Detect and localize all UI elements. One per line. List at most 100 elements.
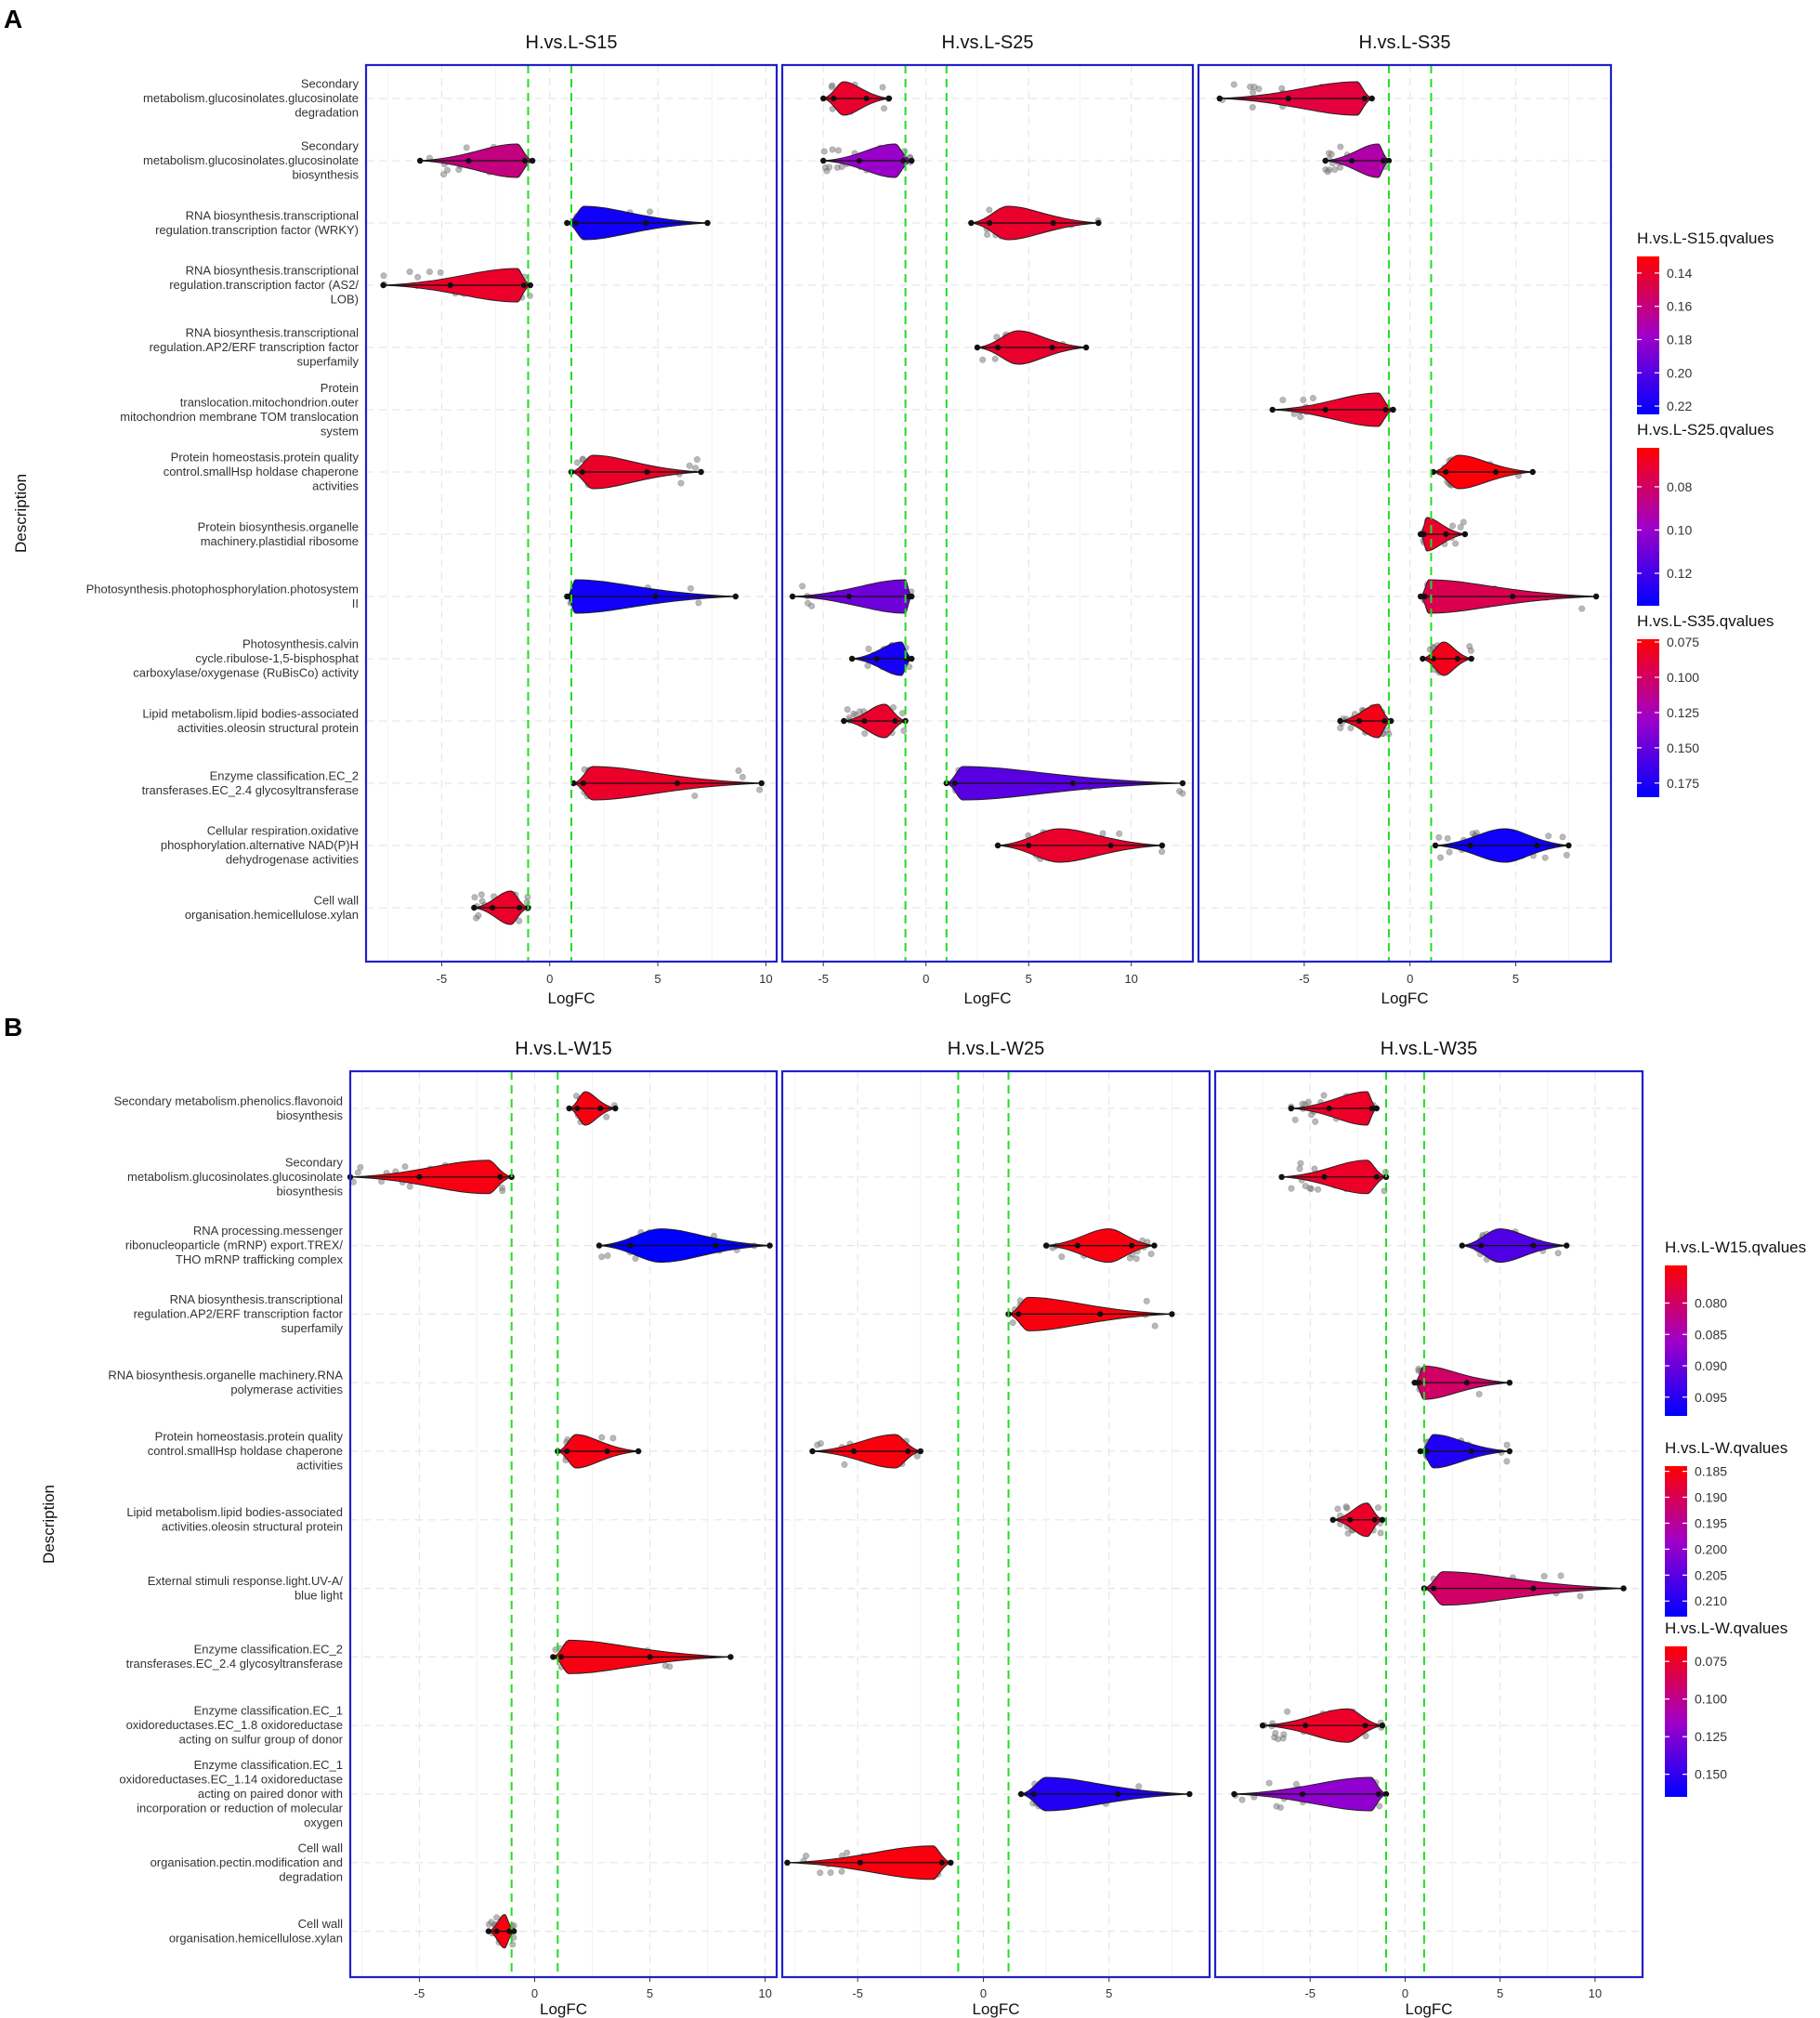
x-tick-label: 10 (759, 972, 772, 986)
x-tick-label: -5 (414, 1986, 426, 2000)
violin-point (851, 1448, 858, 1454)
category-label: Photosynthesis.calvin cycle.ribulose-1,5-… (133, 637, 359, 680)
facet-title: H.vs.L-W15 (515, 1039, 611, 1059)
jitter-point (499, 1187, 506, 1195)
jitter-point (598, 1434, 606, 1441)
jitter-point (1151, 1322, 1159, 1330)
category-label-line: oxidoreductases.EC_1.8 oxidoreductase (126, 1718, 343, 1732)
facet-H.vs.L-S15: H.vs.L-S15 -5 0 5 10 LogFC (364, 33, 779, 1007)
violin-point (938, 1859, 945, 1866)
legend-title: H.vs.L-W.qvalues (1665, 1439, 1787, 1457)
x-axis-title: LogFC (547, 989, 595, 1007)
violin-point (900, 158, 907, 164)
jitter-point (687, 584, 694, 592)
jitter-point (406, 268, 413, 275)
jitter-point (1238, 1796, 1246, 1803)
violin-point (643, 220, 649, 226)
violin-point (1361, 96, 1368, 101)
legend-tick-label: 0.075 (1695, 1654, 1727, 1669)
jitter-point (1306, 1185, 1314, 1192)
legend-title: H.vs.L-S35.qvalues (1637, 612, 1774, 630)
violin-point (465, 158, 472, 164)
violin-point (1469, 1448, 1474, 1454)
category-label-line: Protein (321, 381, 359, 395)
violin-end-point (1169, 1311, 1175, 1317)
violin-end-point (527, 282, 533, 289)
jitter-point (1460, 518, 1467, 526)
violin-end-point (1269, 406, 1276, 413)
category-label-line: carboxylase/oxygenase (RuBisCo) activity (133, 666, 359, 680)
category-label-line: organisation.hemicellulose.xylan (185, 908, 359, 922)
x-axis-title: LogFC (1405, 2000, 1452, 2018)
jitter-point (693, 456, 701, 464)
jitter-point (1578, 605, 1586, 612)
x-axis-title: LogFC (1381, 989, 1428, 1007)
category-label-line: Enzyme classification.EC_1 (194, 1704, 343, 1718)
violin-point (845, 594, 852, 599)
x-tick-label: 10 (1589, 1986, 1602, 2000)
facet-border (1197, 63, 1613, 963)
violin-point (1322, 407, 1329, 413)
legend-tick-label: 0.195 (1695, 1515, 1727, 1530)
jitter-point (993, 334, 1001, 341)
violin-point (1530, 1585, 1537, 1592)
violin-end-point (841, 717, 847, 725)
category-label-line: Lipid metabolism.lipid bodies-associated (126, 1505, 343, 1519)
jitter-point (1337, 164, 1344, 171)
legend-tick-label: 0.100 (1695, 1692, 1727, 1707)
violin-point (1478, 1242, 1485, 1249)
violin-point (1467, 843, 1473, 848)
facet-title: H.vs.L-W35 (1381, 1039, 1477, 1059)
facet-title: H.vs.L-W25 (948, 1039, 1044, 1059)
violin-point (644, 469, 650, 475)
jitter-point (879, 84, 886, 91)
violin-end-point (1042, 1242, 1050, 1249)
category-label-line: metabolism.glucosinolates.glucosinolate (127, 1170, 343, 1184)
violin-end-point (1159, 842, 1166, 849)
category-label: RNA biosynthesis.transcriptional regulati… (155, 208, 359, 237)
category-label-line: control.smallHsp holdase chaperone (148, 1444, 343, 1458)
facet-H.vs.L-W35: H.vs.L-W35 -5 0 5 10 LogFC (1213, 1039, 1644, 2018)
violin-point (1303, 1723, 1309, 1729)
jitter-point (401, 1163, 409, 1171)
legend-colorbar (1637, 639, 1659, 797)
violin-point (1050, 220, 1056, 226)
category-label: RNA biosynthesis.transcriptional regulati… (150, 326, 360, 369)
violin-end-point (917, 1448, 924, 1455)
violin-point (873, 656, 880, 662)
violin-end-point (1278, 1173, 1285, 1181)
jitter-point (1503, 1441, 1511, 1448)
jitter-point (1147, 1251, 1155, 1258)
jitter-point (1279, 1735, 1287, 1742)
violin-point (1030, 1791, 1037, 1797)
category-label-line: II (352, 596, 359, 610)
violin-end-point (1382, 1790, 1390, 1798)
jitter-point (1452, 540, 1460, 547)
x-tick-label: 10 (758, 1986, 771, 2000)
jitter-point (986, 206, 993, 214)
x-axis-title: LogFC (963, 989, 1011, 1007)
violin-end-point (789, 593, 796, 600)
jitter-point (1315, 1186, 1322, 1193)
violin-end-point (1259, 1723, 1266, 1729)
jitter-point (677, 479, 685, 487)
violin-end-point (1095, 219, 1102, 227)
jitter-point (1288, 1185, 1295, 1192)
category-label-line: Photosynthesis.photophosphorylation.phot… (86, 582, 359, 596)
facet-border (364, 63, 779, 963)
jitter-point (493, 1914, 501, 1921)
category-label: RNA processing.messenger ribonucleopartic… (125, 1224, 344, 1266)
category-label-line: incorporation or reduction of molecular (137, 1802, 344, 1815)
violin-point (520, 282, 527, 288)
violin-end-point (1368, 95, 1375, 102)
category-label-line: Cell wall (314, 893, 360, 907)
jitter-point (829, 146, 836, 153)
legend-title: H.vs.L-W15.qvalues (1665, 1238, 1806, 1256)
jitter-point (686, 462, 693, 469)
category-label: Enzyme classification.EC_2 transferases.E… (126, 1643, 343, 1671)
jitter-point (1250, 89, 1257, 97)
violin-point (574, 1106, 581, 1111)
violin-end-point (1082, 344, 1090, 351)
violin-end-point (1506, 1448, 1513, 1455)
